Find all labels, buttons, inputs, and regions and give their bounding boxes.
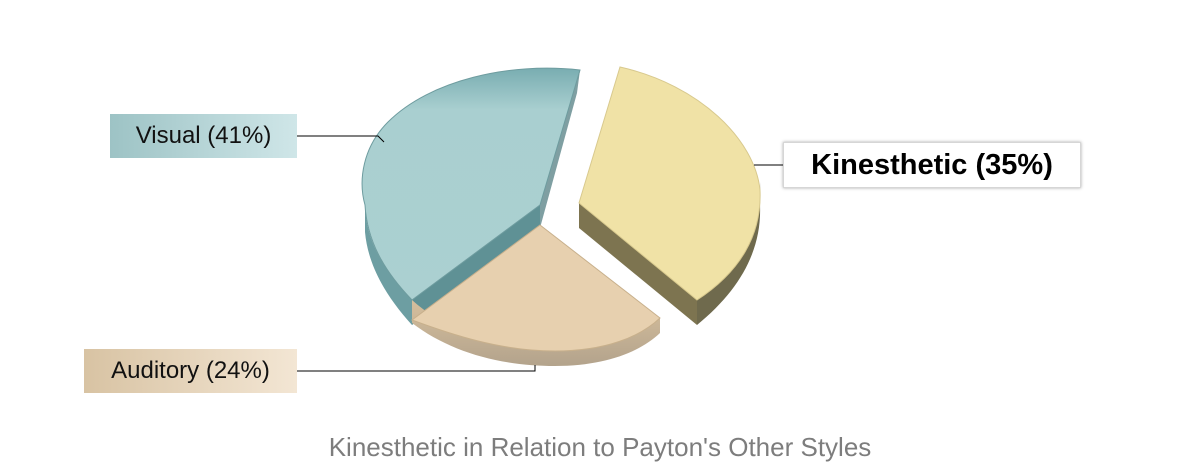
slice-visual-cut-wall [412,205,540,325]
slice-kinesthetic[interactable] [578,66,761,301]
leader-line-auditory [297,365,536,372]
leader-line-visual [297,135,385,143]
chart-title: Kinesthetic in Relation to Payton's Othe… [328,432,872,462]
slice-kinesthetic-outer-wall [697,182,761,325]
data-label-kinesthetic: Kinesthetic (35%) [783,142,1081,188]
slice-auditory[interactable] [410,224,661,352]
slice-visual-inner-wall [540,70,580,228]
slice-kinesthetic-side [579,203,697,325]
slice-auditory-side [412,300,660,366]
slice-visual-side[interactable] [365,205,412,325]
data-label-visual: Visual (41%) [110,114,297,158]
slice-visual[interactable] [361,67,581,301]
data-label-auditory: Auditory (24%) [84,349,297,393]
